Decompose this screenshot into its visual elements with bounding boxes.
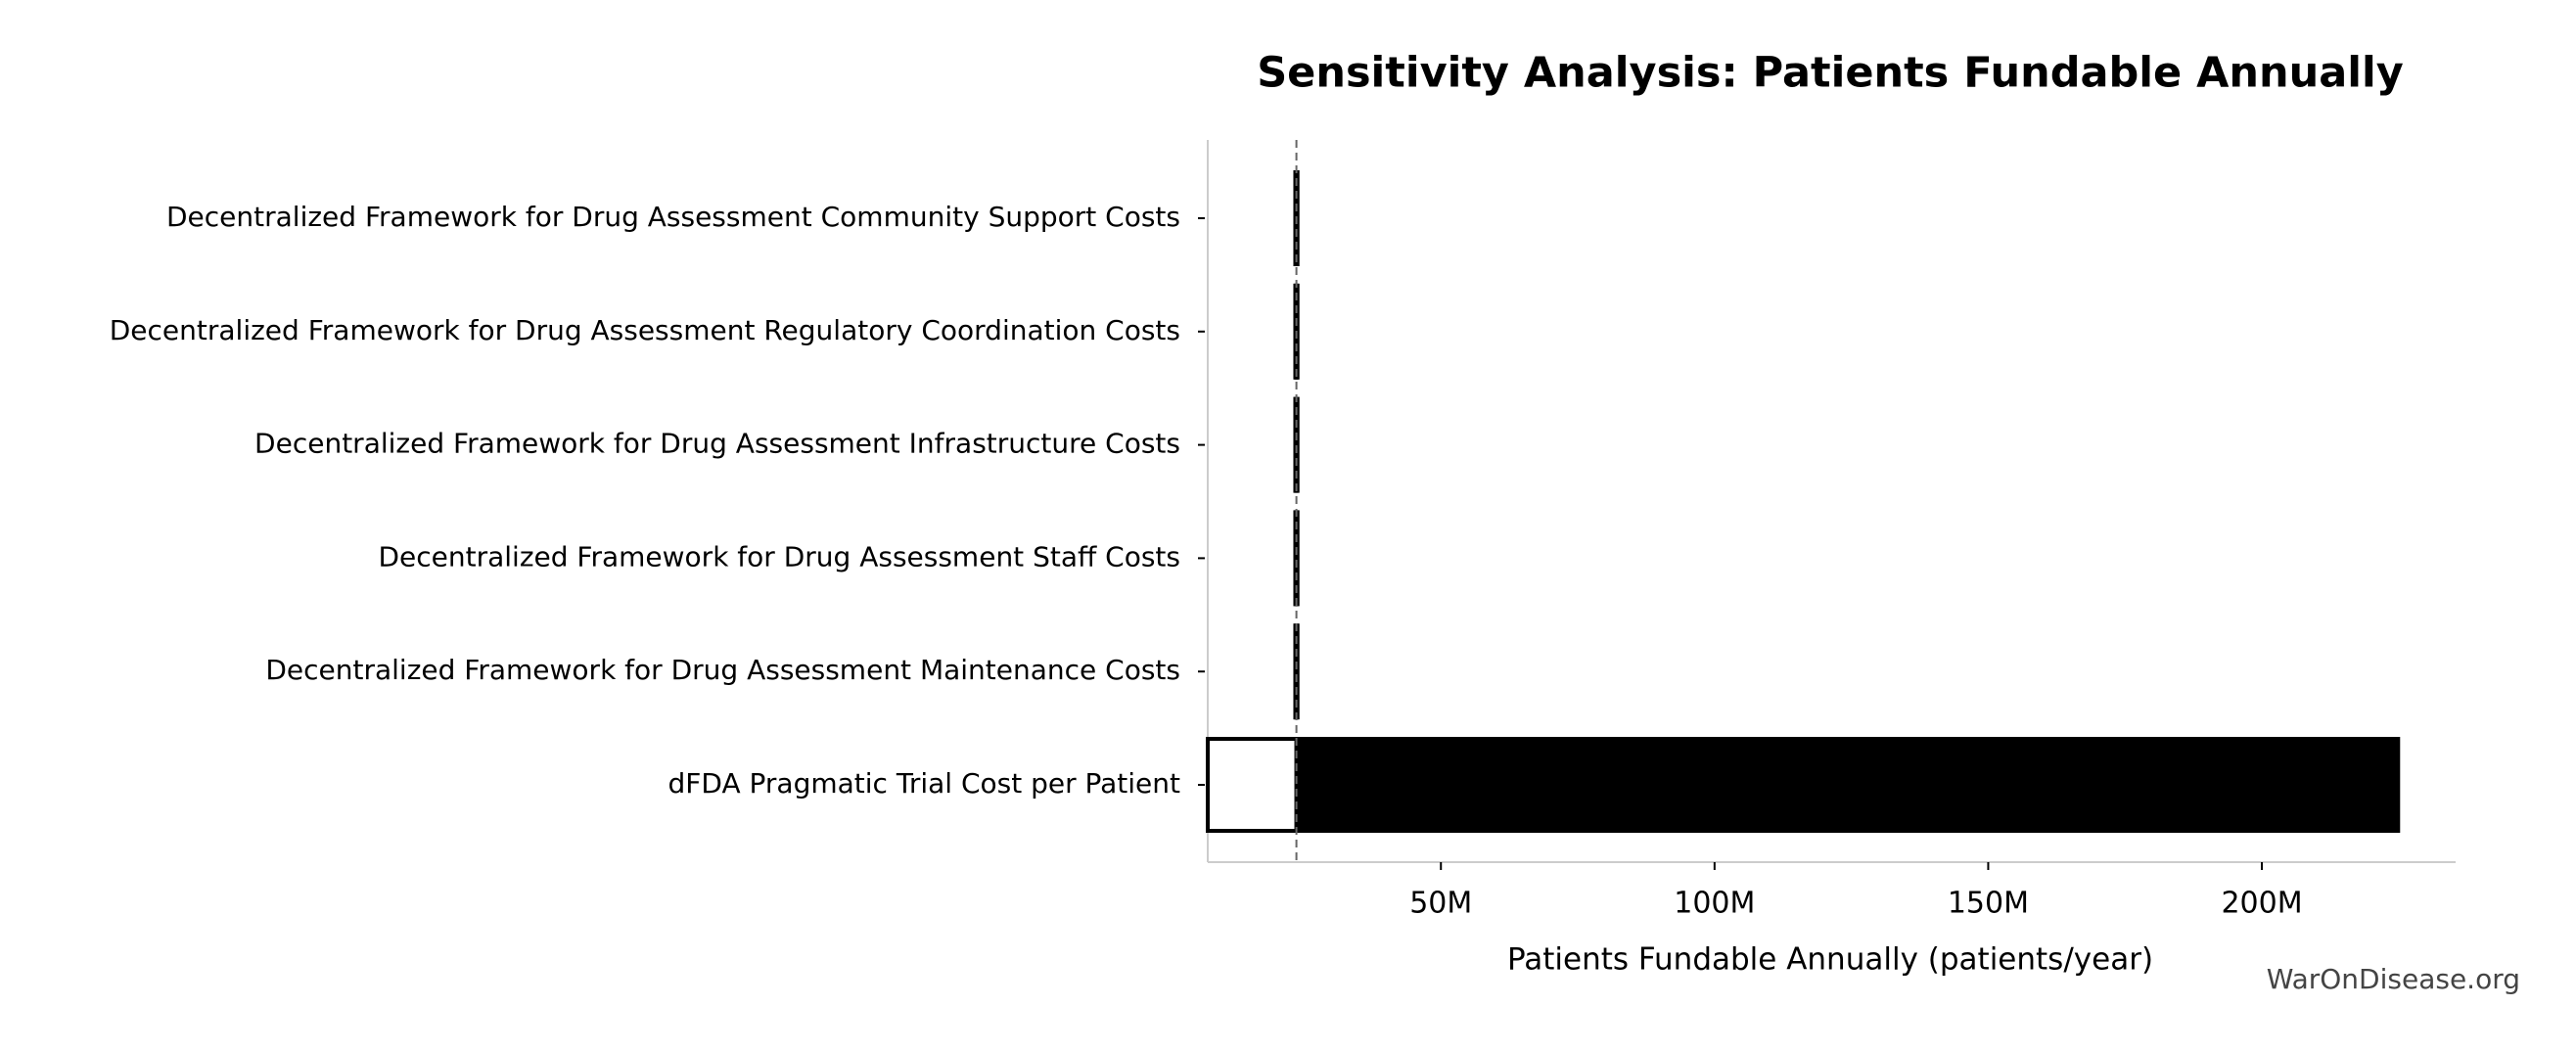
y-tick-label: Decentralized Framework for Drug Assessm… [166,201,1180,233]
y-tick-label: Decentralized Framework for Drug Assessm… [254,428,1180,460]
high-bar [1294,737,2401,833]
x-tick-label: 200M [2221,887,2302,921]
low-bar [1206,737,1299,833]
x-axis-label: Patients Fundable Annually (patients/yea… [1507,942,2153,978]
y-tick-label: Decentralized Framework for Drug Assessm… [265,654,1180,686]
x-tick-label: 100M [1674,887,1755,921]
y-tick-label: Decentralized Framework for Drug Assessm… [110,314,1180,346]
x-tick-label: 150M [1948,887,2029,921]
x-tick-label: 50M [1409,887,1472,921]
y-tick-label: dFDA Pragmatic Trial Cost per Patient [668,767,1181,800]
y-tick-label: Decentralized Framework for Drug Assessm… [378,540,1180,572]
watermark: WarOnDisease.org [2267,963,2520,995]
chart-title: Sensitivity Analysis: Patients Fundable … [1257,49,2404,98]
